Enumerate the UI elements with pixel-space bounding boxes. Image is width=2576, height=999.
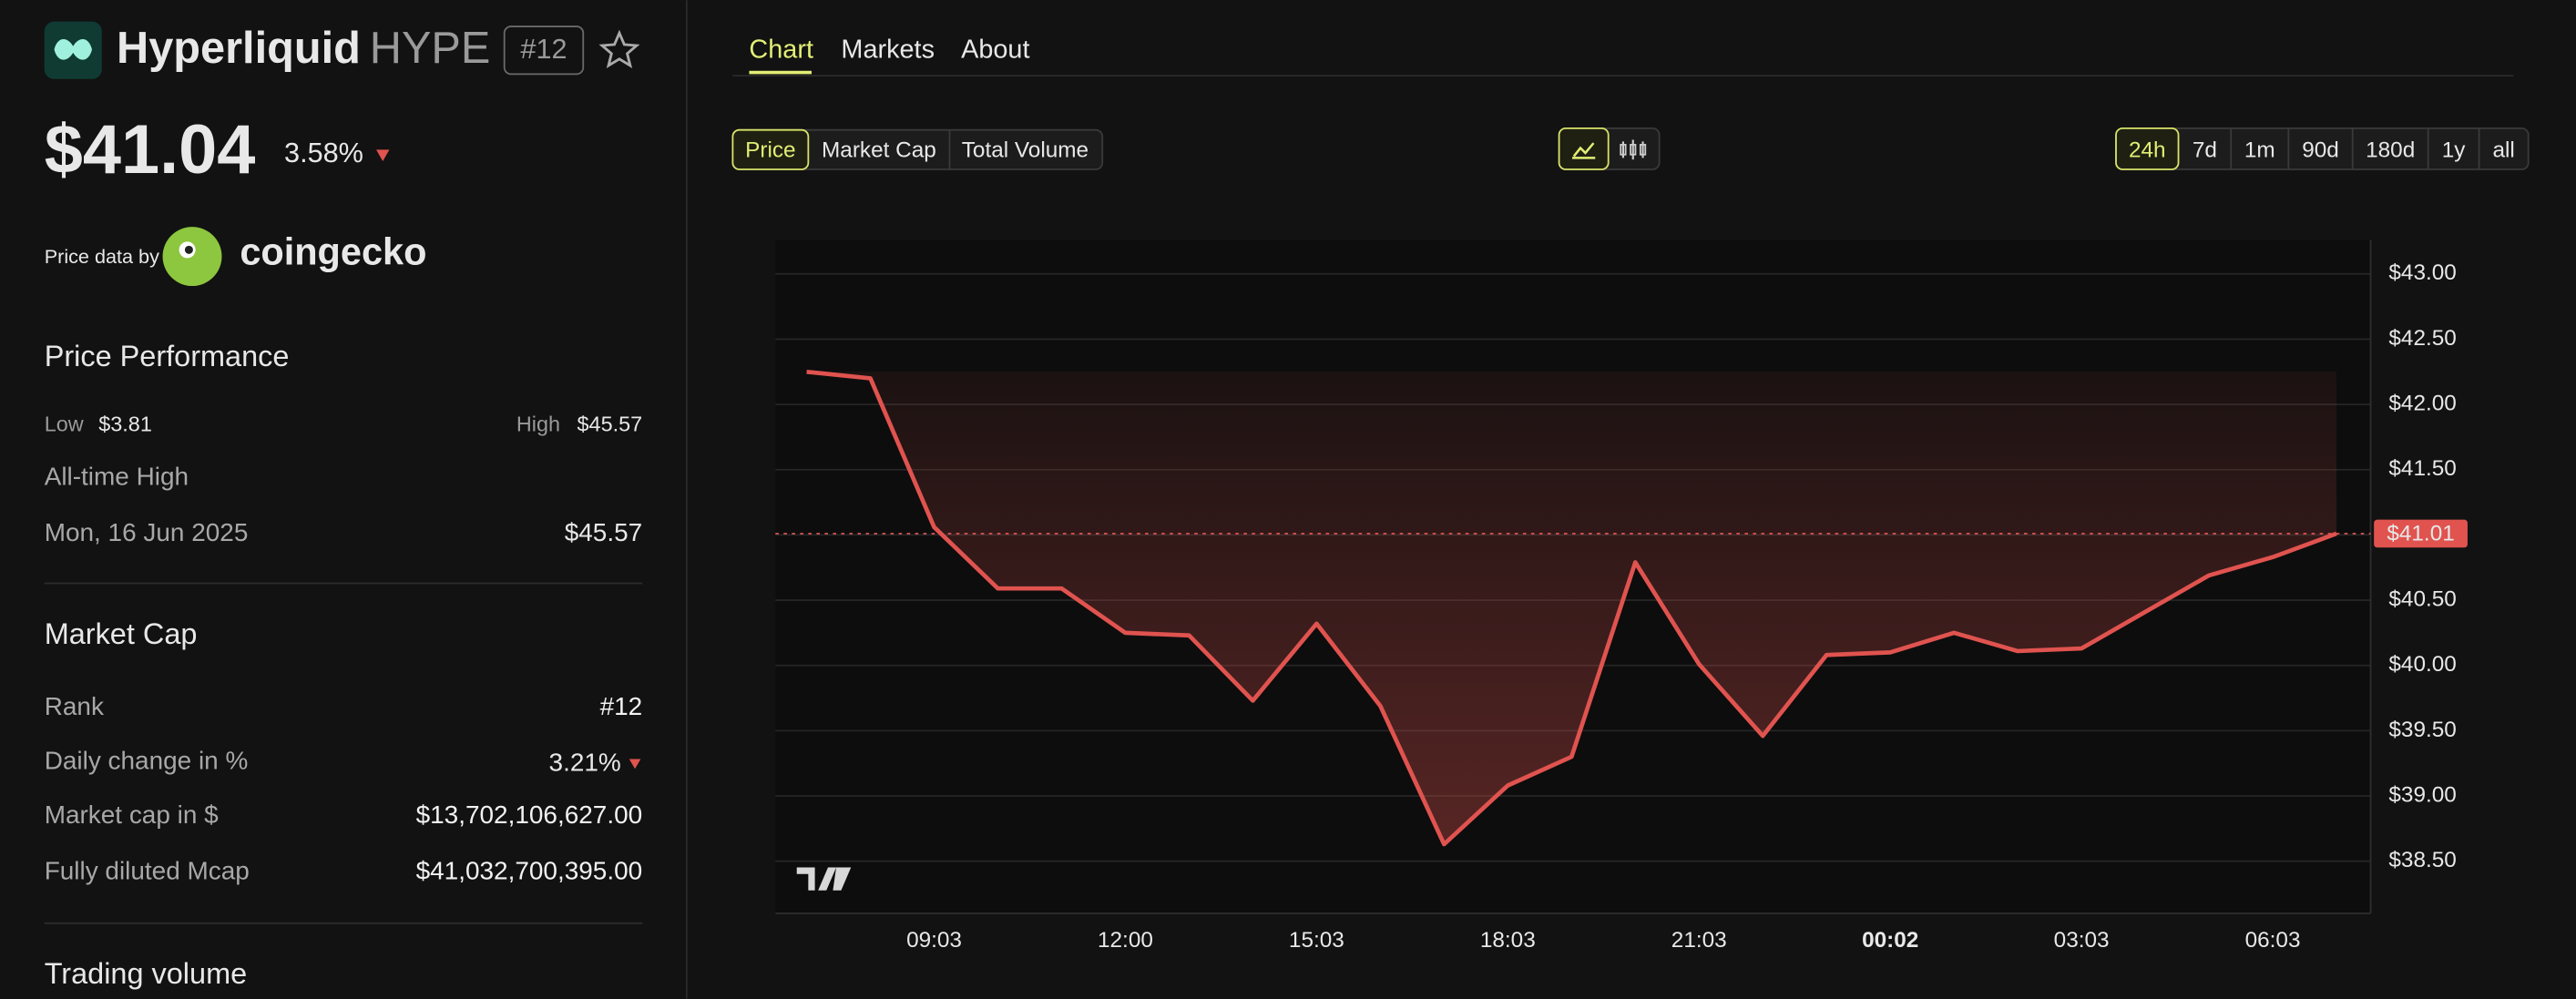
- provider-pupil: [184, 245, 193, 254]
- button-label[interactable]: 180d: [2366, 138, 2415, 163]
- row-label: Fully diluted Mcap: [45, 856, 250, 884]
- y-tick-label: $40.50: [2388, 586, 2456, 611]
- favorite[interactable]: [598, 29, 640, 69]
- line: [806, 369, 2337, 847]
- y-tick-label: $43.00: [2388, 260, 2456, 285]
- tradingview-logo: [796, 867, 852, 891]
- down-arrow: [629, 759, 641, 770]
- candle-icon: [1620, 144, 1627, 156]
- x-tick-label: 03:03: [2054, 928, 2110, 953]
- section-title: Price Performance: [45, 340, 290, 372]
- line-icon: [1572, 142, 1596, 159]
- area: [806, 372, 2337, 845]
- y-tick-label: $41.50: [2388, 456, 2456, 481]
- y-tick-label: $39.50: [2388, 718, 2456, 742]
- button-label[interactable]: 7d: [2193, 138, 2217, 163]
- y-tick-label: $42.50: [2388, 326, 2456, 351]
- high-label: High: [516, 413, 560, 436]
- button[interactable]: [731, 128, 810, 170]
- row-value: $13,702,106,627.00: [416, 800, 643, 829]
- button[interactable]: [2115, 127, 2180, 170]
- coin-symbol: HYPE: [370, 24, 491, 73]
- x-tick-label: 15:03: [1289, 928, 1344, 953]
- price-label: $41.01: [2387, 521, 2454, 545]
- low: $3.81: [98, 413, 152, 436]
- coin-name: Hyperliquid: [117, 24, 361, 73]
- button-label[interactable]: all: [2492, 138, 2514, 163]
- tab[interactable]: Chart: [749, 36, 813, 65]
- section-title: Market Cap: [45, 617, 198, 650]
- row-label: Rank: [45, 692, 105, 720]
- x-tick-label: 00:02: [1862, 928, 1918, 953]
- price-data-by: Price data by: [45, 245, 159, 268]
- down-arrow: [376, 149, 390, 161]
- row-value: 3.21%: [549, 748, 621, 776]
- button-label[interactable]: Price: [745, 138, 795, 163]
- price-change: 3.58%: [284, 138, 363, 168]
- candle-icon: [1639, 144, 1647, 156]
- rank-badge: [503, 25, 585, 76]
- x-tick-label: 06:03: [2245, 928, 2301, 953]
- chart: $38.50$39.00$39.50$40.00$40.50$41.00$41.…: [775, 240, 2468, 953]
- ath-date: Mon, 16 Jun 2025: [45, 518, 249, 546]
- x-tick-label: 21:03: [1671, 928, 1727, 953]
- row-label: Market cap in $: [45, 800, 219, 829]
- provider: coingecko: [240, 230, 426, 273]
- line-chart-button[interactable]: [1558, 127, 1610, 170]
- button-label[interactable]: Total Volume: [962, 138, 1089, 163]
- tab-underline: [749, 70, 812, 75]
- section-title: Trading volume: [45, 957, 247, 990]
- row-value: #12: [600, 692, 643, 720]
- tab[interactable]: About: [961, 36, 1029, 65]
- logo-mark: [54, 39, 92, 60]
- y-tick-label: $42.00: [2388, 392, 2456, 416]
- candle-icon: [1630, 144, 1637, 156]
- button-label[interactable]: 24h: [2129, 138, 2166, 163]
- button-label[interactable]: 1y: [2442, 138, 2467, 163]
- button-label[interactable]: Market Cap: [822, 138, 936, 163]
- button-label[interactable]: 90d: [2302, 138, 2339, 163]
- y-tick-label: $39.00: [2388, 782, 2456, 807]
- high: $45.57: [578, 413, 643, 436]
- price: $41.04: [45, 111, 256, 189]
- low-label: Low: [45, 413, 84, 436]
- price-label-box: [2374, 519, 2468, 548]
- x-tick-label: 12:00: [1098, 928, 1153, 953]
- button-label[interactable]: 1m: [2244, 138, 2275, 163]
- rank: #12: [520, 34, 567, 65]
- y-tick-label: $40.00: [2388, 652, 2456, 677]
- row-label: Daily change in %: [45, 746, 249, 774]
- tab[interactable]: Markets: [841, 36, 935, 65]
- y-tick-label: $38.50: [2388, 848, 2456, 872]
- x-tick-label: 09:03: [906, 928, 962, 953]
- ath-label: All-time High: [45, 462, 189, 490]
- ath-value: $45.57: [565, 518, 642, 546]
- row-value: $41,032,700,395.00: [416, 856, 643, 884]
- x-tick-label: 18:03: [1480, 928, 1536, 953]
